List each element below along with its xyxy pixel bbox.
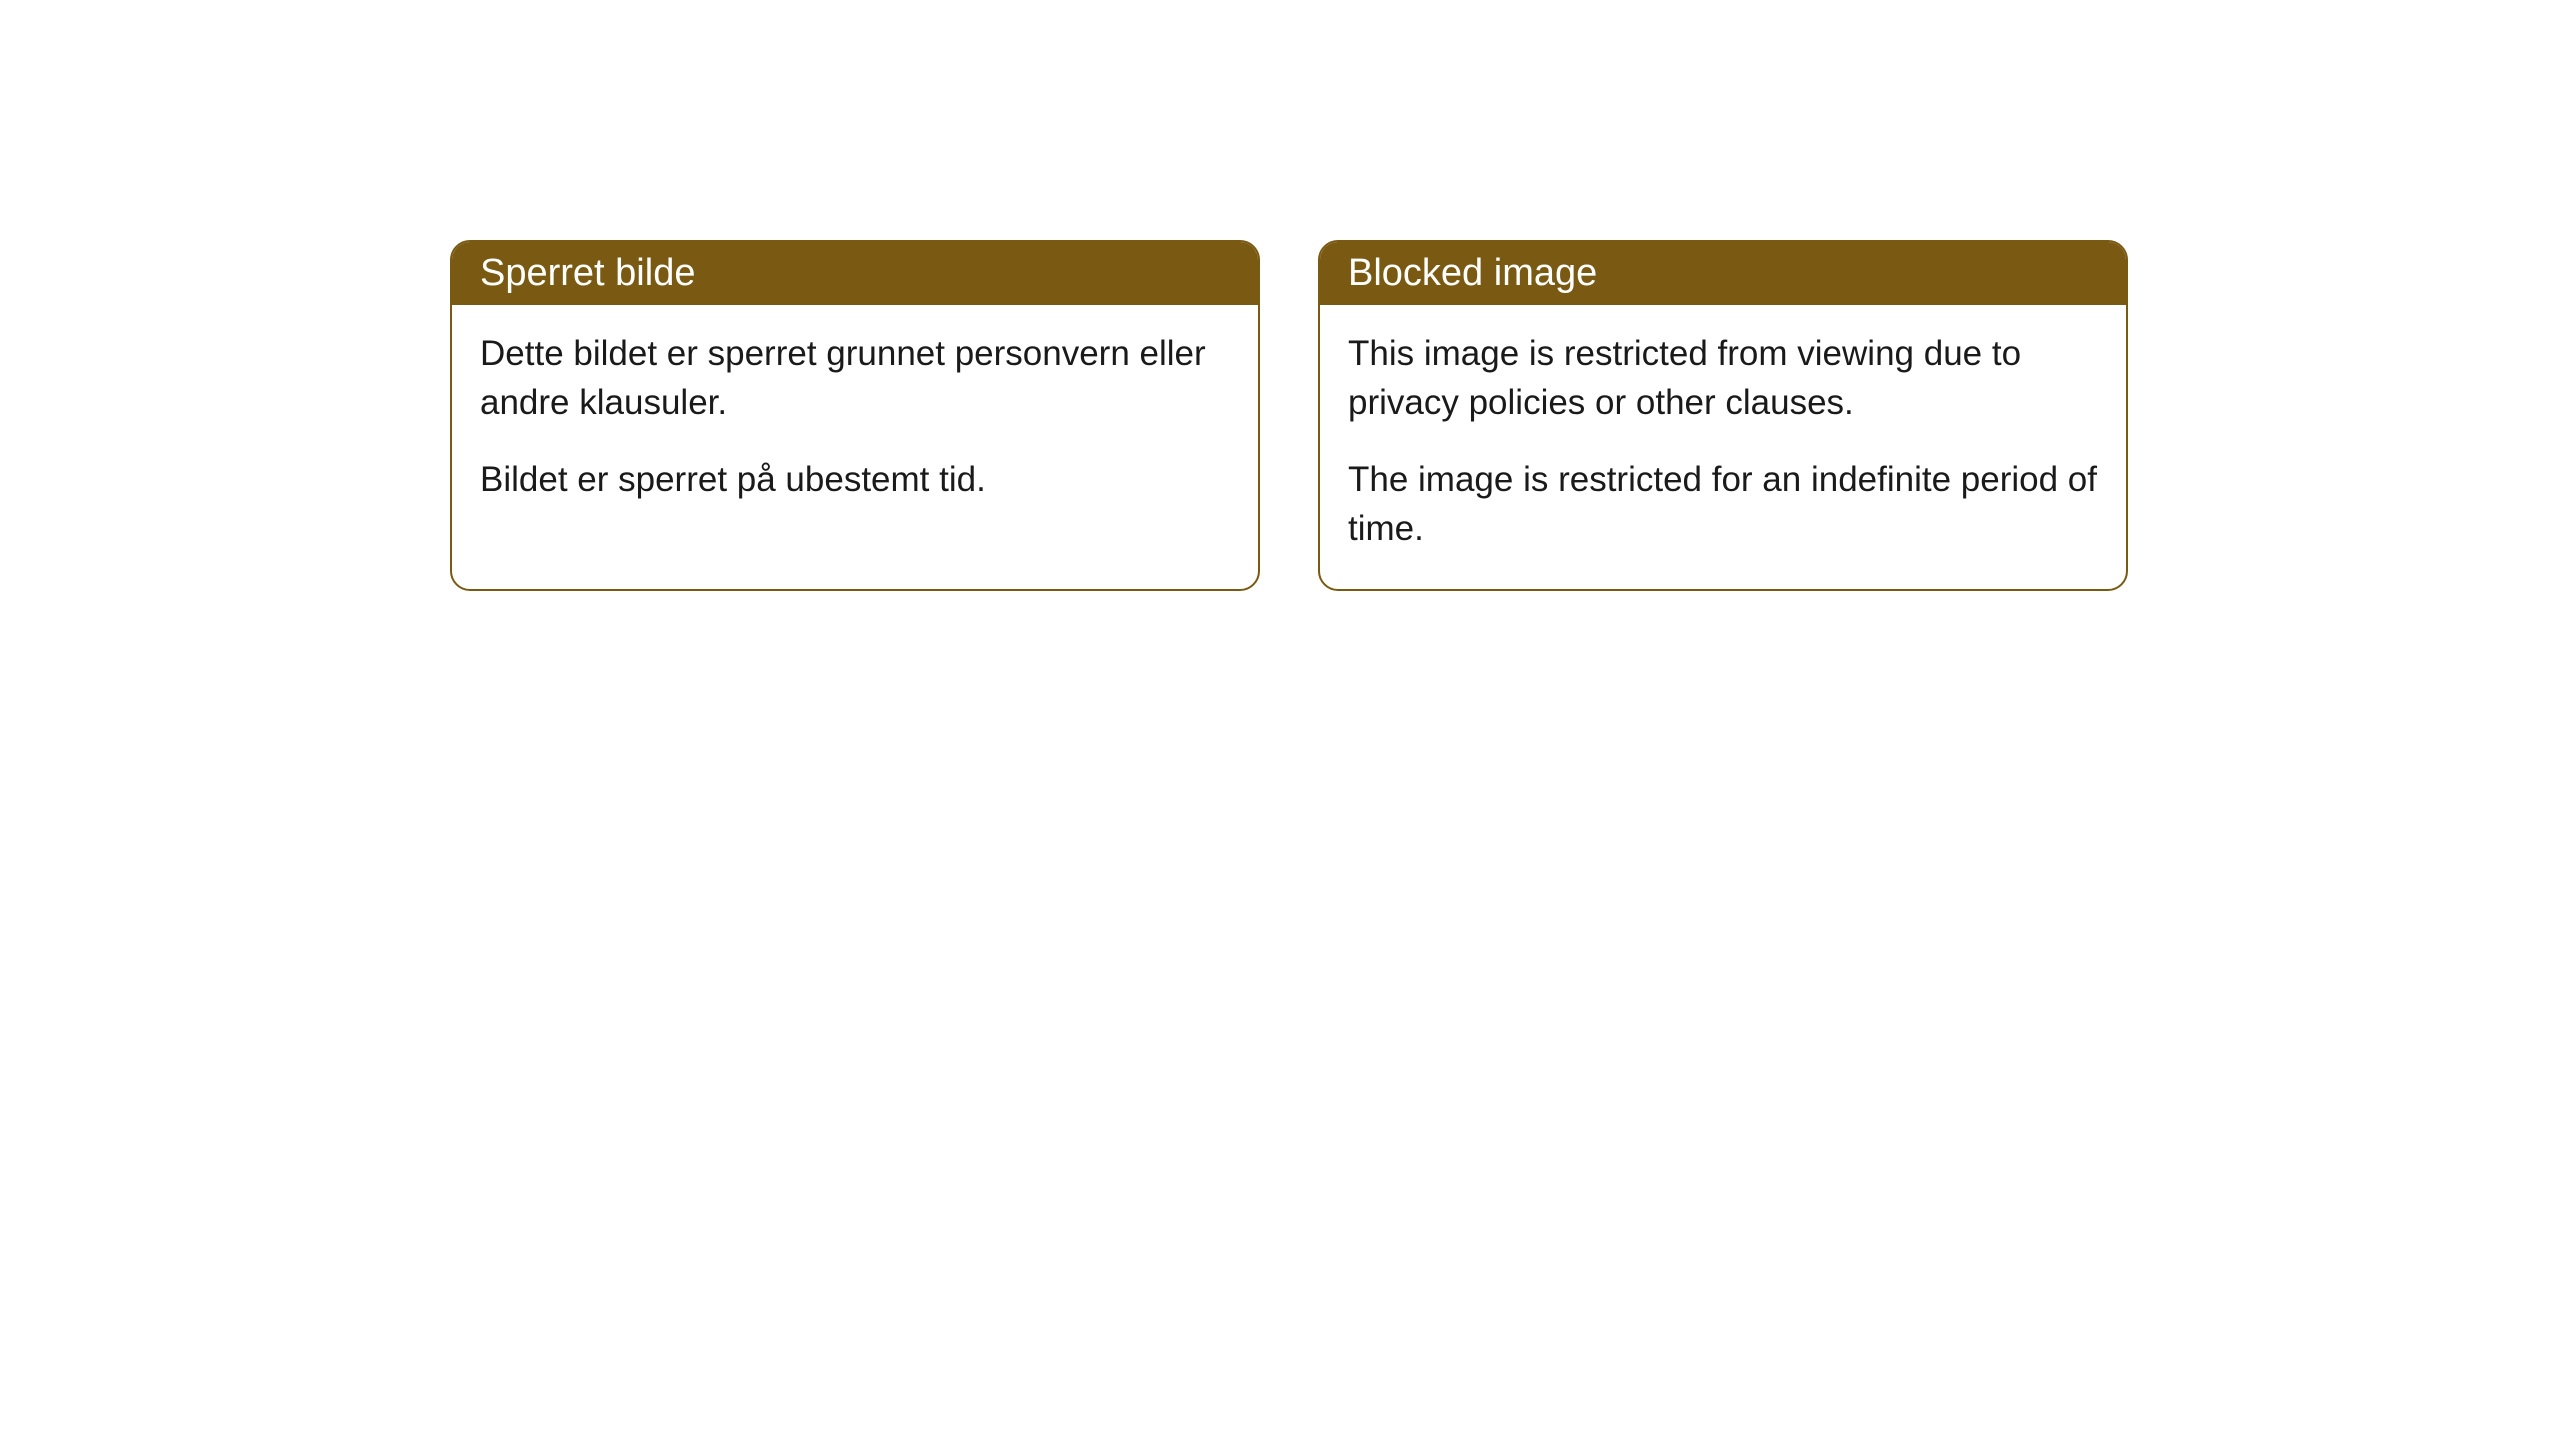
card-title: Sperret bilde <box>480 252 695 294</box>
card-paragraph: This image is restricted from viewing du… <box>1348 329 2098 427</box>
notice-container: Sperret bilde Dette bildet er sperret gr… <box>450 240 2128 591</box>
card-title: Blocked image <box>1348 252 1597 294</box>
card-header: Sperret bilde <box>452 242 1258 305</box>
card-paragraph: Dette bildet er sperret grunnet personve… <box>480 329 1230 427</box>
card-paragraph: Bildet er sperret på ubestemt tid. <box>480 455 1230 504</box>
card-header: Blocked image <box>1320 242 2126 305</box>
blocked-image-card-english: Blocked image This image is restricted f… <box>1318 240 2128 591</box>
card-body: This image is restricted from viewing du… <box>1320 305 2126 589</box>
card-body: Dette bildet er sperret grunnet personve… <box>452 305 1258 540</box>
card-paragraph: The image is restricted for an indefinit… <box>1348 455 2098 553</box>
blocked-image-card-norwegian: Sperret bilde Dette bildet er sperret gr… <box>450 240 1260 591</box>
